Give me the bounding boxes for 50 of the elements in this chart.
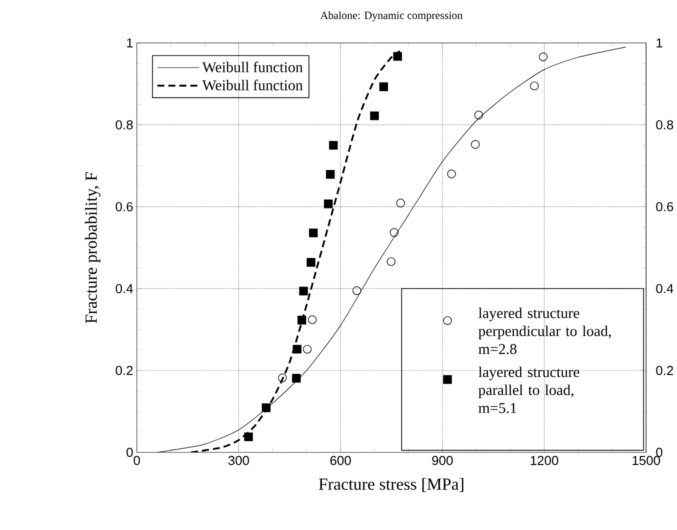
x-tick-label: 600 <box>330 456 351 465</box>
point <box>390 228 399 237</box>
point <box>299 286 308 296</box>
y-tick-label: 0.6 <box>116 202 133 212</box>
point <box>470 140 480 149</box>
y-tick-label: 0.2 <box>116 366 133 375</box>
point <box>329 140 338 150</box>
point <box>262 403 271 412</box>
y-tick-label: 0.4 <box>116 284 133 294</box>
y2-tick-label: 1 <box>656 38 662 48</box>
y-tick-label: 0.8 <box>116 120 133 130</box>
point <box>396 198 405 208</box>
point <box>370 111 379 120</box>
point <box>297 316 306 324</box>
y-axis-title: Fracture probability, F <box>84 172 100 324</box>
point <box>244 432 253 442</box>
point <box>352 286 362 295</box>
point <box>386 257 396 266</box>
point <box>306 258 316 267</box>
point <box>309 228 318 238</box>
point <box>447 169 456 178</box>
x-tick-label: 1500 <box>632 456 660 465</box>
legend-label: Weibull function <box>202 80 303 90</box>
x-tick-label: 1200 <box>530 456 558 465</box>
point <box>324 199 333 208</box>
point <box>530 81 539 90</box>
point <box>393 52 402 61</box>
point <box>538 52 548 62</box>
point <box>302 344 312 354</box>
point <box>292 374 301 382</box>
x-tick-label: 900 <box>432 456 453 465</box>
y-tick-label: 0 <box>126 448 133 457</box>
y2-tick-label: 0.8 <box>656 120 674 130</box>
y2-tick-label: 0 <box>656 448 662 457</box>
y-tick-label: 1 <box>127 38 133 48</box>
y2-tick-label: 0.4 <box>656 284 674 294</box>
x-tick-label: 0 <box>134 456 140 465</box>
y2-tick-label: 0.6 <box>656 202 674 212</box>
chart-title: Abalone: Dynamic compression <box>320 11 463 22</box>
point <box>308 315 317 324</box>
y2-tick-label: 0.2 <box>656 366 674 375</box>
point <box>278 373 287 382</box>
point <box>379 82 388 91</box>
point <box>326 170 335 179</box>
legend-label: Weibull function <box>202 61 303 72</box>
x-tick-label: 300 <box>228 456 249 465</box>
x-axis-title: Fracture stress [MPa] <box>318 478 464 492</box>
legend-label: layered structure parallel to load, m=5.1 <box>478 366 580 414</box>
point <box>474 110 484 120</box>
point <box>292 344 302 354</box>
